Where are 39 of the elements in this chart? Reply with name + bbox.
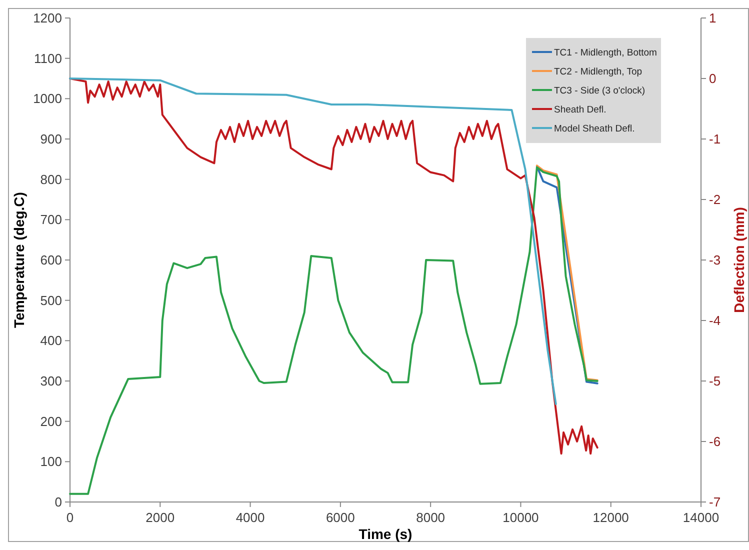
y-tick-label: 1100 — [34, 50, 62, 66]
x-tick-label: 12000 — [592, 510, 629, 525]
y-tick-label: 800 — [40, 172, 62, 187]
y-tick-label: 600 — [40, 252, 62, 268]
y-tick-label: 500 — [40, 292, 62, 308]
line-series — [69, 166, 598, 495]
y-tick-label: 0 — [54, 494, 62, 510]
legend-label: Model Sheath Defl. — [554, 124, 635, 134]
y-tick-label: 400 — [40, 333, 62, 348]
legend-label: Sheath Defl. — [554, 104, 606, 116]
x-tick-label: 14000 — [682, 510, 720, 525]
x-tick-label: 6000 — [326, 510, 355, 525]
x-tick-label: 4000 — [236, 510, 265, 525]
y2-tick-label: 0 — [709, 71, 716, 86]
legend-label: TC2 - Midlength, Top — [554, 66, 642, 78]
y2-tick-label: -1 — [709, 132, 721, 146]
y2-axis-title: Deflection (mm) — [731, 207, 747, 313]
y2-tick-label: -7 — [709, 494, 721, 510]
x-tick-label: 10000 — [502, 510, 539, 525]
y-axis-title: Temperature (deg.C) — [11, 192, 27, 328]
legend-label: TC3 - Side (3 o'clock) — [554, 86, 646, 96]
y-tick-label: 1200 — [33, 10, 62, 26]
y-tick-label: 300 — [40, 374, 62, 388]
y2-tick-label: -4 — [709, 313, 721, 328]
legend-label: TC1 - Midlength, Bottom — [554, 48, 658, 58]
x-axis-title: Time (s) — [358, 526, 412, 542]
y-tick-label: 700 — [40, 212, 62, 228]
y2-tick-label: -6 — [709, 434, 721, 449]
y2-tick-label: -3 — [709, 252, 721, 268]
y-tick-label: 200 — [40, 414, 62, 429]
y-tick-label: 1000 — [33, 91, 62, 106]
y-tick-label: 900 — [40, 132, 62, 146]
y2-tick-label: -2 — [709, 192, 721, 207]
x-tick-label: 8000 — [416, 510, 446, 525]
x-tick-label: 2000 — [146, 510, 175, 525]
y2-tick-label: 1 — [709, 10, 716, 26]
x-tick-label: 0 — [66, 510, 74, 525]
y-tick-label: 100 — [40, 454, 62, 470]
y2-tick-label: -5 — [709, 374, 721, 388]
